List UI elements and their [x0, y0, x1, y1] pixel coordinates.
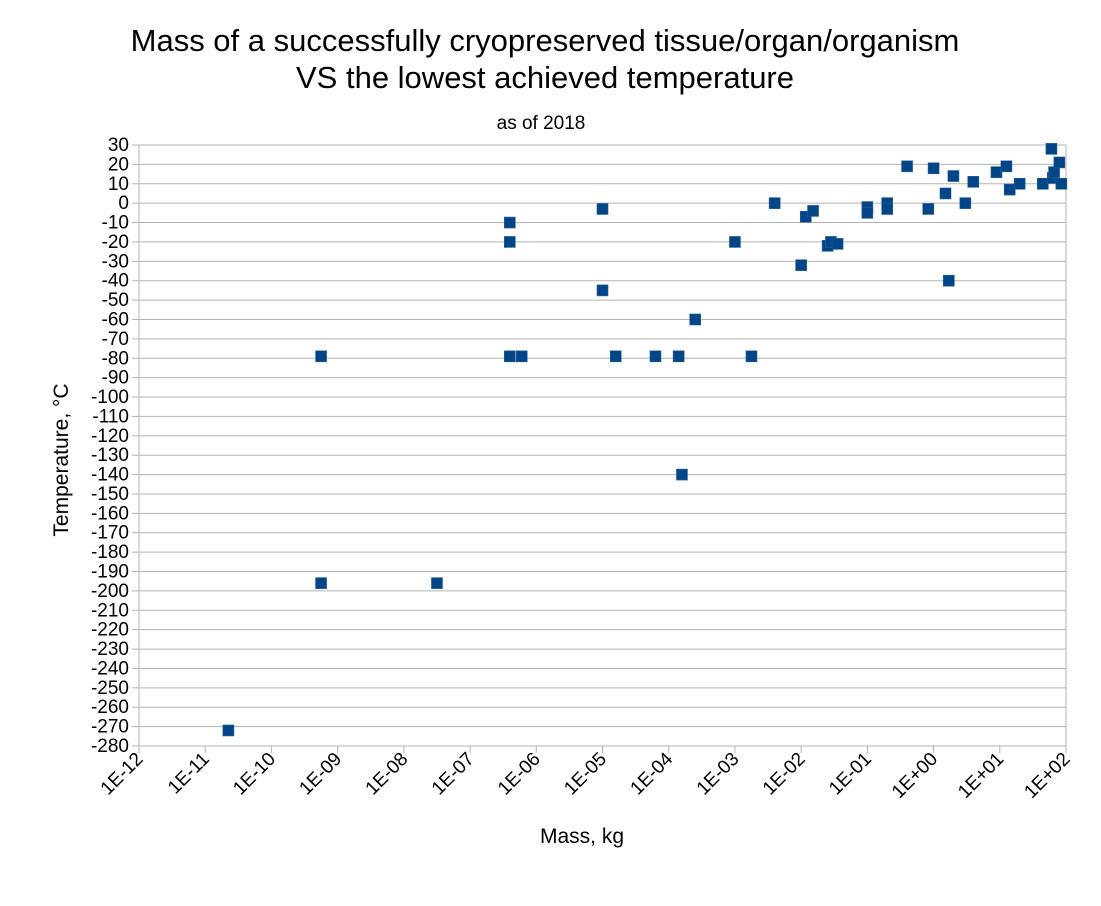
x-tick-label: 1E-06	[494, 749, 545, 800]
data-point	[967, 176, 980, 188]
x-tick-label: 1E-10	[229, 749, 280, 800]
y-tick-label: -120	[91, 426, 129, 447]
y-tick-label: -60	[102, 309, 129, 330]
x-tick-label: 1E-01	[825, 749, 876, 800]
data-point	[799, 210, 812, 223]
x-tick-label: 1E-02	[759, 749, 810, 800]
y-tick-label: -250	[91, 678, 129, 699]
data-point	[503, 350, 516, 363]
x-tick-label: 1E-08	[362, 749, 413, 800]
y-tick-label: -110	[92, 406, 129, 427]
data-points	[222, 143, 1068, 737]
y-tick-label: -90	[102, 368, 129, 389]
data-point	[807, 205, 819, 217]
data-point	[881, 203, 894, 215]
y-tick-label: -240	[91, 658, 129, 679]
data-point	[596, 203, 609, 215]
y-tick-label: -10	[102, 213, 129, 234]
data-point	[503, 236, 516, 248]
data-point	[1048, 166, 1060, 178]
x-tick-label: 1E+01	[954, 749, 1008, 803]
y-tick-label: -100	[91, 387, 129, 408]
data-point	[609, 350, 622, 363]
y-tick-label: -70	[102, 329, 129, 350]
axes	[132, 144, 1067, 753]
x-tick-label: 1E-04	[627, 748, 678, 799]
data-point	[672, 350, 685, 363]
y-tick-label: -20	[102, 232, 129, 253]
data-point	[596, 284, 609, 297]
data-point	[795, 259, 807, 272]
y-tick-label: -270	[91, 717, 129, 738]
data-point	[1055, 177, 1068, 190]
y-tick-label: -160	[91, 503, 129, 524]
data-point	[515, 350, 528, 363]
data-point	[943, 274, 955, 287]
data-point	[901, 160, 913, 173]
chart-subtitle: as of 2018	[497, 113, 586, 134]
data-point	[1053, 156, 1066, 169]
y-tick-label: -170	[91, 523, 129, 544]
y-tick-label: -140	[91, 465, 129, 486]
y-tick-label: -190	[91, 562, 129, 583]
x-axis-label: Mass, kg	[540, 825, 624, 848]
data-point	[649, 350, 662, 363]
y-tick-label: 10	[108, 174, 129, 195]
data-point	[927, 162, 940, 175]
data-point	[222, 724, 235, 737]
data-point	[990, 166, 1003, 178]
x-tick-label: 1E-07	[428, 749, 479, 800]
data-point	[1003, 183, 1016, 196]
x-axis-tick-labels: 1E-12 1E-11 1E-10 1E-09 1E-08 1E-07 1E-06 1E-05…	[97, 748, 1075, 802]
y-tick-label: -50	[102, 290, 129, 311]
y-tick-label: -200	[91, 581, 129, 602]
data-point	[1000, 160, 1013, 173]
y-axis-label: Temperature, °C	[50, 383, 73, 536]
y-tick-label: -130	[91, 445, 129, 466]
x-tick-label: 1E-03	[693, 749, 744, 800]
gridlines	[139, 144, 1066, 747]
y-tick-label: -150	[91, 484, 129, 505]
data-point	[831, 238, 844, 250]
y-tick-label: -40	[102, 271, 129, 292]
data-point	[503, 216, 516, 229]
chart-title-line1: Mass of a successfully cryopreserved tis…	[131, 23, 960, 58]
y-tick-label: -180	[91, 542, 129, 563]
data-point	[861, 207, 874, 219]
data-point	[1045, 143, 1058, 155]
data-point	[947, 170, 960, 182]
y-tick-label: -80	[102, 348, 129, 369]
data-point	[315, 577, 327, 589]
data-point	[676, 468, 688, 481]
data-point	[939, 187, 952, 200]
data-point	[431, 577, 443, 589]
y-tick-label: -260	[91, 697, 129, 718]
chart-title-line2: VS the lowest achieved temperature	[296, 60, 794, 95]
x-tick-label: 1E+00	[888, 749, 942, 803]
data-point	[1037, 177, 1049, 190]
x-tick-label: 1E-09	[295, 749, 346, 800]
x-tick-label: 1E-05	[560, 749, 611, 800]
x-tick-label: 1E+02	[1020, 749, 1074, 803]
data-point	[922, 203, 935, 215]
data-point	[315, 350, 327, 363]
data-point	[689, 313, 702, 326]
data-point	[959, 197, 972, 209]
x-tick-label: 1E-11	[164, 749, 214, 799]
y-tick-label: -280	[91, 736, 129, 757]
y-tick-label: -30	[102, 251, 129, 272]
y-axis-tick-labels: -280-270-260-250-240-230-220-210-200-190…	[91, 135, 129, 757]
data-point	[729, 236, 741, 248]
data-point	[768, 197, 781, 209]
data-point	[1013, 177, 1026, 190]
y-tick-label: 0	[118, 193, 129, 214]
data-point	[745, 350, 758, 363]
y-tick-label: -220	[91, 620, 129, 641]
y-tick-label: 30	[108, 135, 129, 156]
y-tick-label: 20	[108, 154, 129, 175]
y-tick-label: -230	[91, 639, 129, 660]
y-tick-label: -210	[91, 600, 129, 621]
